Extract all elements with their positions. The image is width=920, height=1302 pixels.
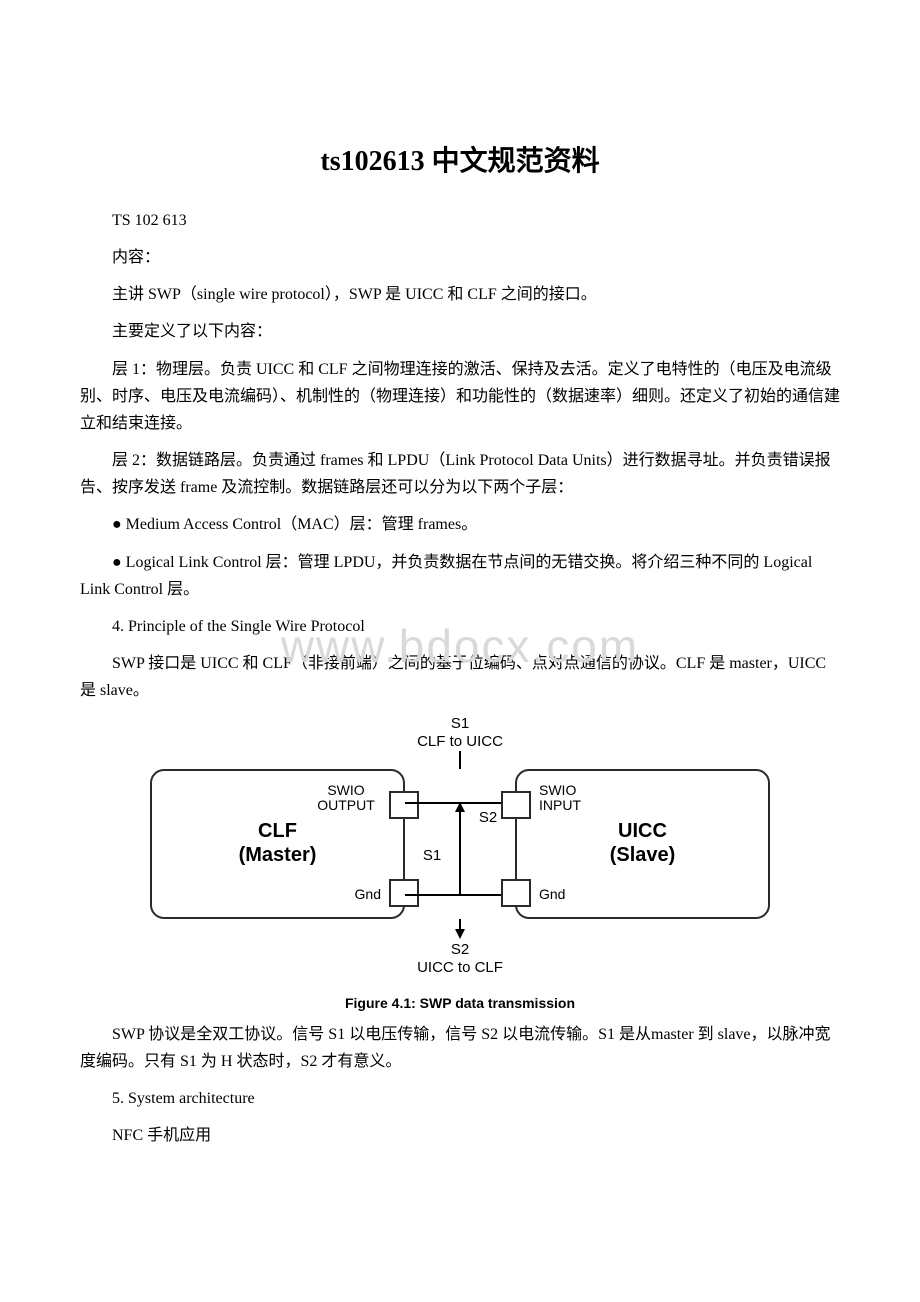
gnd-right-label: Gnd [539, 887, 565, 902]
swio-input-label: SWIO INPUT [539, 783, 599, 814]
s2-mid-label: S2 [479, 809, 497, 826]
swp-diagram: S1 CLF to UICC CLF (Master) SWIO OUTPUT … [150, 715, 770, 1011]
bottom-wire [405, 894, 515, 896]
uicc-label: UICC [618, 820, 667, 842]
diagram-row: CLF (Master) SWIO OUTPUT Gnd [150, 769, 770, 919]
paragraph: 层 2：数据链路层。负责通过 frames 和 LPDU（Link Protoc… [80, 447, 840, 501]
gnd-left-label: Gnd [355, 887, 381, 902]
paragraph: ● Medium Access Control（MAC）层：管理 frames。 [80, 511, 840, 538]
paragraph: 5. System architecture [80, 1085, 840, 1112]
diagram-top-s1: S1 [451, 715, 469, 732]
paragraph: NFC 手机应用 [80, 1122, 840, 1149]
s1-mid-label: S1 [423, 847, 441, 864]
diagram-top-clf-to-uicc: CLF to UICC [417, 733, 503, 750]
s2-arrowhead-up [455, 802, 465, 812]
clf-box-title: CLF (Master) [152, 819, 403, 867]
diagram-bottom-label: S2 UICC to CLF [150, 941, 770, 977]
paragraph: SWP 接口是 UICC 和 CLF（非接前端）之间的基于位编码、点对点通信的协… [80, 650, 840, 704]
paragraph: SWP 协议是全双工协议。信号 S1 以电压传输，信号 S2 以电流传输。S1 … [80, 1021, 840, 1075]
diagram-top-label: S1 CLF to UICC [150, 715, 770, 751]
paragraph: TS 102 613 [80, 207, 840, 234]
master-label: (Master) [239, 844, 317, 866]
page-title: ts102613 中文规范资料 [80, 139, 840, 179]
gnd-right-port [501, 879, 531, 907]
diagram-mid: S2 S1 [405, 769, 515, 919]
paragraph: 主要定义了以下内容： [80, 318, 840, 345]
s2-vertical-line [459, 804, 461, 894]
paragraph: ● Logical Link Control 层：管理 LPDU，并负责数据在节… [80, 549, 840, 603]
uicc-box-title: UICC (Slave) [517, 819, 768, 867]
bottom-arrowhead-down [455, 929, 465, 939]
paragraph: 层 1：物理层。负责 UICC 和 CLF 之间物理连接的激活、保持及去活。定义… [80, 356, 840, 438]
diagram-bottom-uicc-to-clf: UICC to CLF [417, 959, 503, 976]
uicc-box: UICC (Slave) SWIO INPUT Gnd [515, 769, 770, 919]
clf-label: CLF [258, 820, 297, 842]
clf-box: CLF (Master) SWIO OUTPUT Gnd [150, 769, 405, 919]
top-in-line [459, 751, 461, 769]
paragraph: 4. Principle of the Single Wire Protocol [80, 613, 840, 640]
diagram-bottom-s2: S2 [451, 941, 469, 958]
figure-caption: Figure 4.1: SWP data transmission [150, 995, 770, 1011]
paragraph: 主讲 SWP（single wire protocol），SWP 是 UICC … [80, 281, 840, 308]
swio-output-label: SWIO OUTPUT [311, 783, 381, 814]
paragraph: 内容： [80, 244, 840, 271]
swio-input-port [501, 791, 531, 819]
slave-label: (Slave) [610, 844, 676, 866]
